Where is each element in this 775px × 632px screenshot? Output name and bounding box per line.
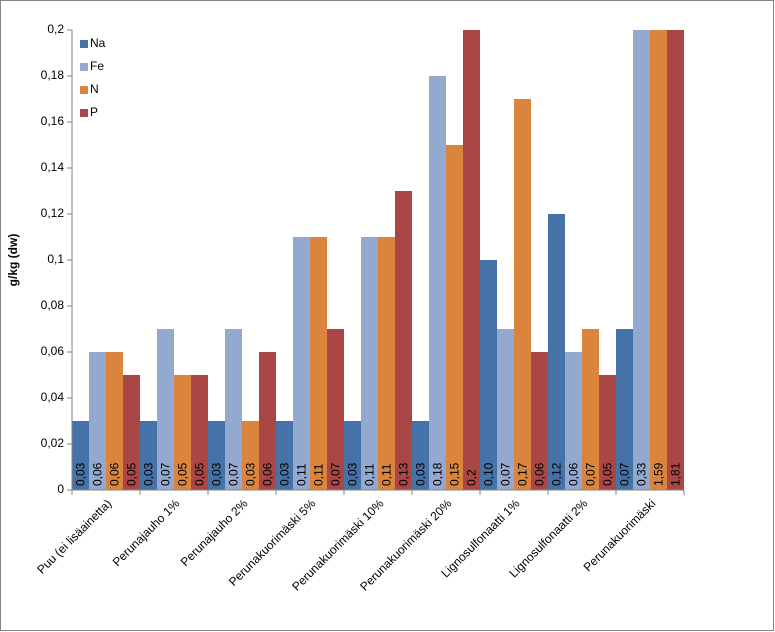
value-label: 0,06	[91, 462, 105, 486]
y-tick-label: 0,04	[41, 390, 65, 404]
value-label: 0,05	[601, 462, 615, 486]
legend-label: Fe	[90, 59, 104, 73]
value-label: 0,03	[346, 462, 360, 486]
bar	[667, 30, 684, 490]
bar	[242, 421, 259, 490]
value-label: 0,33	[635, 462, 649, 486]
bar	[293, 237, 310, 490]
value-label: 0,07	[499, 462, 513, 486]
bar	[446, 145, 463, 490]
value-label: 0,03	[278, 462, 292, 486]
y-tick-label: 0,2	[47, 22, 64, 36]
bar	[225, 329, 242, 490]
value-label: 0,11	[363, 463, 377, 486]
bar	[565, 352, 582, 490]
value-label: 1,59	[652, 462, 666, 486]
bar	[157, 329, 174, 490]
value-label: 0,07	[227, 462, 241, 486]
bar	[650, 30, 667, 490]
value-label: 0,07	[584, 462, 598, 486]
bar	[174, 375, 191, 490]
legend-swatch	[80, 63, 88, 71]
value-label: 0,15	[448, 462, 462, 486]
bar	[327, 329, 344, 490]
value-label: 0,12	[550, 462, 564, 486]
bar	[480, 260, 497, 490]
legend-swatch	[80, 86, 88, 94]
bar	[123, 375, 140, 490]
legend-label: Na	[90, 36, 106, 50]
value-label: 0,2	[465, 469, 479, 486]
value-label: 0,11	[295, 463, 309, 486]
value-label: 0,07	[618, 462, 632, 486]
value-label: 0,03	[74, 462, 88, 486]
y-tick-label: 0,14	[41, 160, 65, 174]
bar	[106, 352, 123, 490]
bar	[208, 421, 225, 490]
bar	[259, 352, 276, 490]
bar	[497, 329, 514, 490]
value-label: 0,17	[516, 462, 530, 486]
value-label: 1,81	[669, 462, 683, 486]
value-label: 0,05	[125, 462, 139, 486]
value-label: 0,05	[176, 462, 190, 486]
bar	[531, 352, 548, 490]
value-label: 0,11	[380, 463, 394, 486]
bar	[429, 76, 446, 490]
bar	[633, 30, 650, 490]
legend-label: N	[90, 82, 99, 96]
value-label: 0,06	[533, 462, 547, 486]
value-label: 0,06	[567, 462, 581, 486]
y-tick-label: 0	[57, 482, 64, 496]
y-tick-label: 0,18	[41, 68, 65, 82]
bar	[412, 421, 429, 490]
value-label: 0,10	[482, 462, 496, 486]
bar	[378, 237, 395, 490]
value-label: 0,05	[193, 462, 207, 486]
y-axis-label: g/kg (dw)	[6, 234, 20, 287]
bars	[72, 30, 684, 490]
bar	[582, 329, 599, 490]
legend-label: P	[90, 105, 98, 119]
bar	[514, 99, 531, 490]
y-tick-label: 0,16	[41, 114, 65, 128]
value-label: 0,03	[244, 462, 258, 486]
value-label: 0,03	[414, 462, 428, 486]
bar	[548, 214, 565, 490]
value-label: 0,13	[397, 462, 411, 486]
bar	[599, 375, 616, 490]
y-tick-label: 0,06	[41, 344, 65, 358]
bar	[463, 30, 480, 490]
value-label: 0,18	[431, 462, 445, 486]
bar	[616, 329, 633, 490]
bar	[344, 421, 361, 490]
y-tick-label: 0,12	[41, 206, 65, 220]
bar	[276, 421, 293, 490]
value-label: 0,07	[159, 462, 173, 486]
bar	[140, 421, 157, 490]
bar	[395, 191, 412, 490]
bar	[89, 352, 106, 490]
value-label: 0,06	[261, 462, 275, 486]
value-label: 0,11	[312, 463, 326, 486]
y-tick-label: 0,02	[41, 436, 65, 450]
value-label: 0,07	[329, 462, 343, 486]
bar	[310, 237, 327, 490]
legend-swatch	[80, 40, 88, 48]
bar	[72, 421, 89, 490]
bar	[191, 375, 208, 490]
value-label: 0,06	[108, 462, 122, 486]
bar	[361, 237, 378, 490]
y-tick-label: 0,1	[47, 252, 64, 266]
value-label: 0,03	[210, 462, 224, 486]
y-tick-label: 0,08	[41, 298, 65, 312]
value-label: 0,03	[142, 462, 156, 486]
legend-swatch	[80, 109, 88, 117]
